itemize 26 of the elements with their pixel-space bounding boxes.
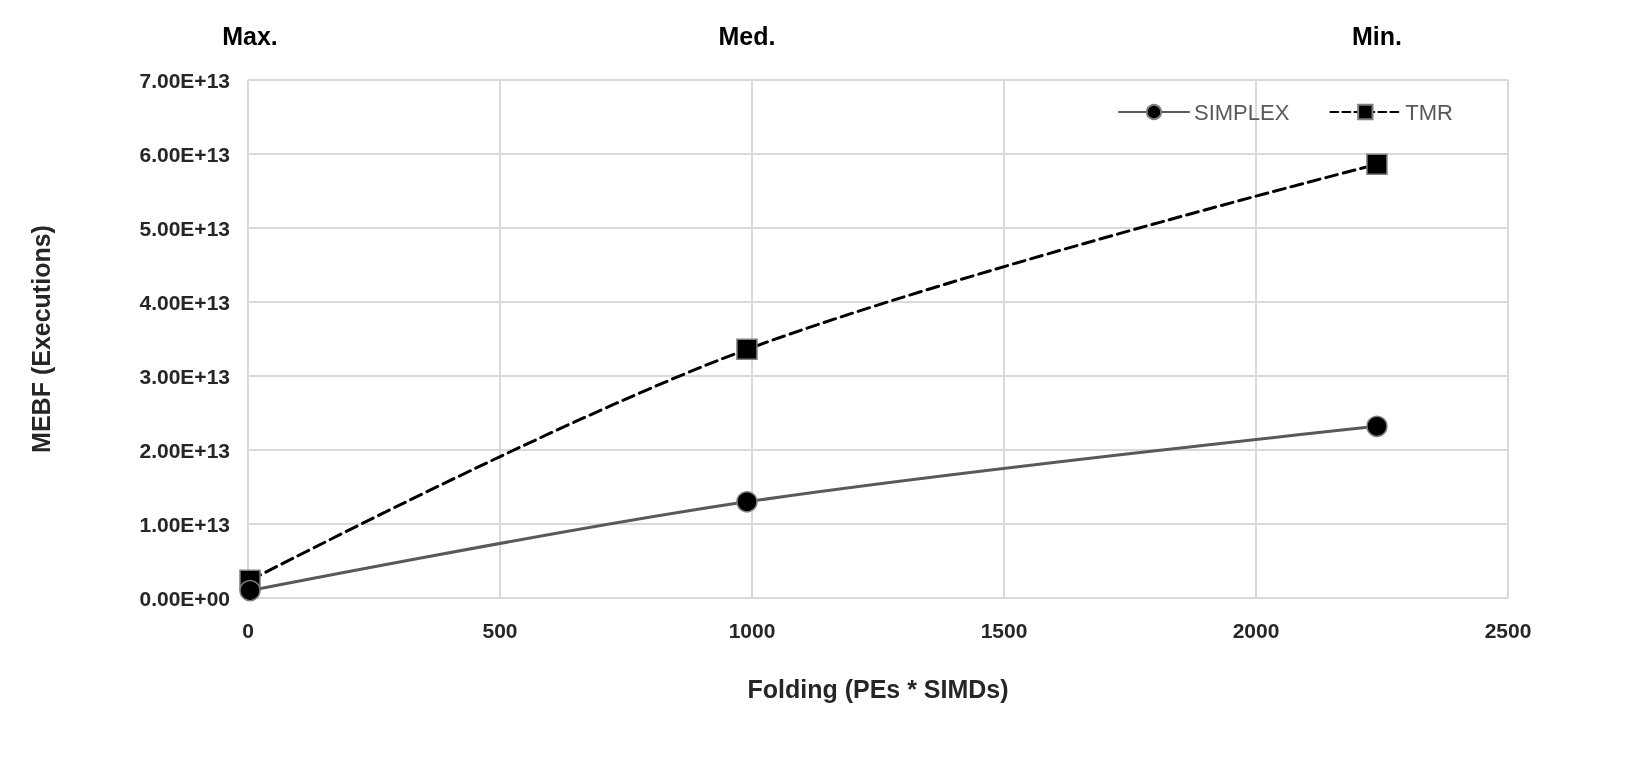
x-tick-label: 500 [482, 619, 518, 642]
y-tick-label: 0.00E+00 [139, 586, 230, 610]
y-tick-label: 5.00E+13 [139, 216, 230, 240]
y-tick-label: 7.00E+13 [139, 68, 230, 92]
y-tick-label: 1.00E+13 [139, 512, 230, 536]
point [1366, 153, 1388, 176]
y-axis-title: MEBF (Executions) [26, 225, 55, 453]
y-tick-label: 3.00E+13 [139, 364, 230, 388]
point [239, 579, 261, 602]
x-tick-label: 2000 [1232, 619, 1280, 642]
y-tick-label: 2.00E+13 [139, 438, 230, 462]
x-tick-label: 1500 [980, 619, 1028, 642]
text: Max. [222, 22, 278, 50]
y-tick-label: 4.00E+13 [139, 290, 230, 314]
x-tick-label: 2500 [1484, 619, 1532, 642]
x-tick-label: 0 [242, 619, 254, 642]
point [736, 338, 758, 361]
y-tick-label: 6.00E+13 [139, 142, 230, 166]
point [1366, 415, 1388, 438]
x-axis-title: Folding (PEs * SIMDs) [747, 674, 1009, 703]
point [736, 491, 758, 513]
text: Med. [718, 22, 776, 50]
legend-label: TMR [1405, 99, 1453, 125]
text: Min. [1351, 22, 1402, 50]
x-tick-label: 1000 [728, 619, 776, 642]
legend-label: SIMPLEX [1193, 99, 1290, 125]
